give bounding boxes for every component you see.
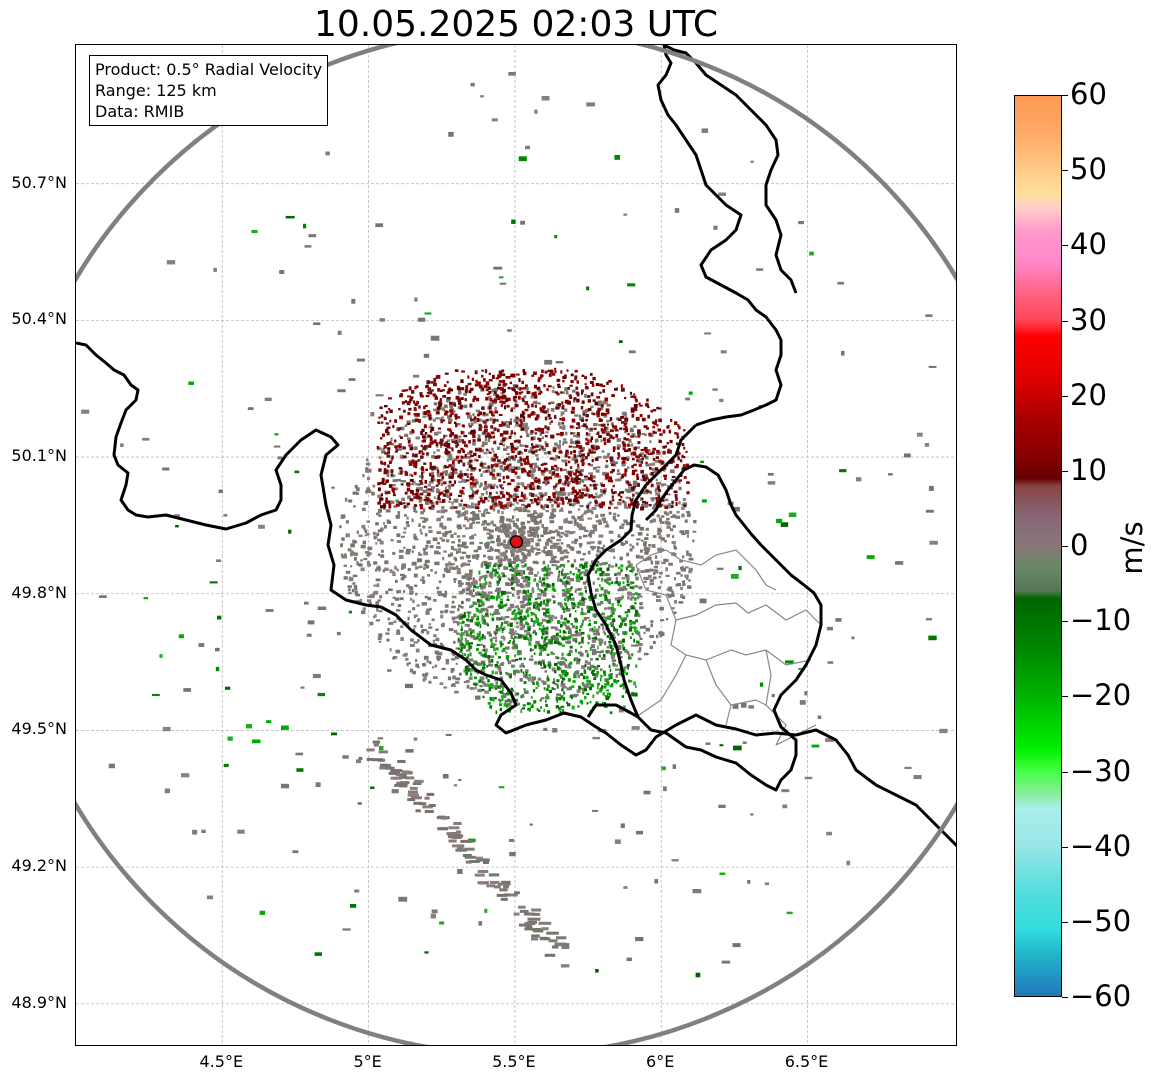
product-info-box: Product: 0.5° Radial Velocity Range: 125…: [89, 55, 329, 126]
latitude-tick-label: 48.9°N: [11, 992, 67, 1012]
data-source-label: Data: RMIB: [95, 102, 185, 121]
colorbar-tick: [1062, 170, 1068, 172]
radar-site-marker[interactable]: [509, 535, 524, 549]
colorbar-tick-label: 30: [1070, 302, 1107, 337]
colorbar-tick: [1062, 771, 1068, 773]
latitude-tick-label: 50.4°N: [11, 309, 67, 329]
range-label: Range: 125 km: [95, 81, 217, 100]
colorbar-tick-label: −40: [1070, 828, 1132, 863]
colorbar: [1014, 95, 1062, 997]
province-border: [705, 659, 732, 726]
colorbar-tick-label: 60: [1070, 77, 1107, 111]
colorbar-tick: [1062, 470, 1068, 472]
colorbar-tick-label: −50: [1070, 903, 1132, 938]
province-border: [670, 619, 812, 666]
longitude-tick-label: 4.5°E: [199, 1052, 244, 1071]
radar-map: [75, 44, 957, 1046]
colorbar-tick: [1062, 621, 1068, 623]
province-border: [635, 549, 777, 591]
colorbar-tick: [1062, 696, 1068, 698]
country-border-luxembourg-germany: [636, 463, 823, 792]
longitude-tick-label: 5°E: [353, 1052, 382, 1071]
colorbar-tick: [1062, 245, 1068, 247]
graticule: [76, 45, 956, 1045]
province-border: [635, 564, 822, 626]
longitude-tick-label: 6°E: [646, 1052, 675, 1071]
colorbar-tick-label: 10: [1070, 452, 1107, 487]
colorbar-tick-label: −20: [1070, 678, 1132, 713]
colorbar-tick-label: 0: [1070, 528, 1089, 562]
colorbar-tick: [1062, 395, 1068, 397]
colorbar-tick: [1062, 846, 1068, 848]
colorbar-tick: [1062, 921, 1068, 923]
latitude-tick-label: 49.8°N: [11, 582, 67, 602]
colorbar-unit-label: m/s: [1115, 521, 1149, 575]
colorbar-tick-label: 20: [1070, 377, 1107, 412]
latitude-tick-label: 50.1°N: [11, 446, 67, 466]
colorbar-tick: [1062, 320, 1068, 322]
latitude-tick-label: 49.5°N: [11, 719, 67, 739]
colorbar-tick-label: 40: [1070, 227, 1107, 262]
product-label: Product: 0.5° Radial Velocity: [95, 60, 323, 79]
country-border-netherlands: [663, 45, 798, 294]
colorbar-tick: [1062, 95, 1068, 96]
latitude-tick-label: 49.2°N: [11, 856, 67, 876]
country-borders: [76, 45, 956, 848]
radar-map-canvas: [76, 45, 956, 1045]
colorbar-tick: [1062, 546, 1068, 547]
latitude-tick-label: 50.7°N: [11, 172, 67, 192]
colorbar-tick-label: −10: [1070, 603, 1132, 638]
country-border-germany-east: [656, 45, 783, 427]
colorbar-tick-label: 50: [1070, 152, 1107, 187]
colorbar-tick-label: −60: [1070, 979, 1132, 1013]
province-borders: [635, 549, 822, 746]
province-border: [635, 654, 687, 718]
country-border-france-belgium: [76, 341, 956, 848]
longitude-tick-label: 6.5°E: [784, 1052, 829, 1071]
province-border: [730, 699, 767, 706]
colorbar-tick: [1062, 997, 1068, 998]
colorbar-tick-label: −30: [1070, 753, 1132, 788]
longitude-tick-label: 5.5°E: [492, 1052, 536, 1071]
map-title: 10.05.2025 02:03 UTC: [313, 4, 719, 45]
